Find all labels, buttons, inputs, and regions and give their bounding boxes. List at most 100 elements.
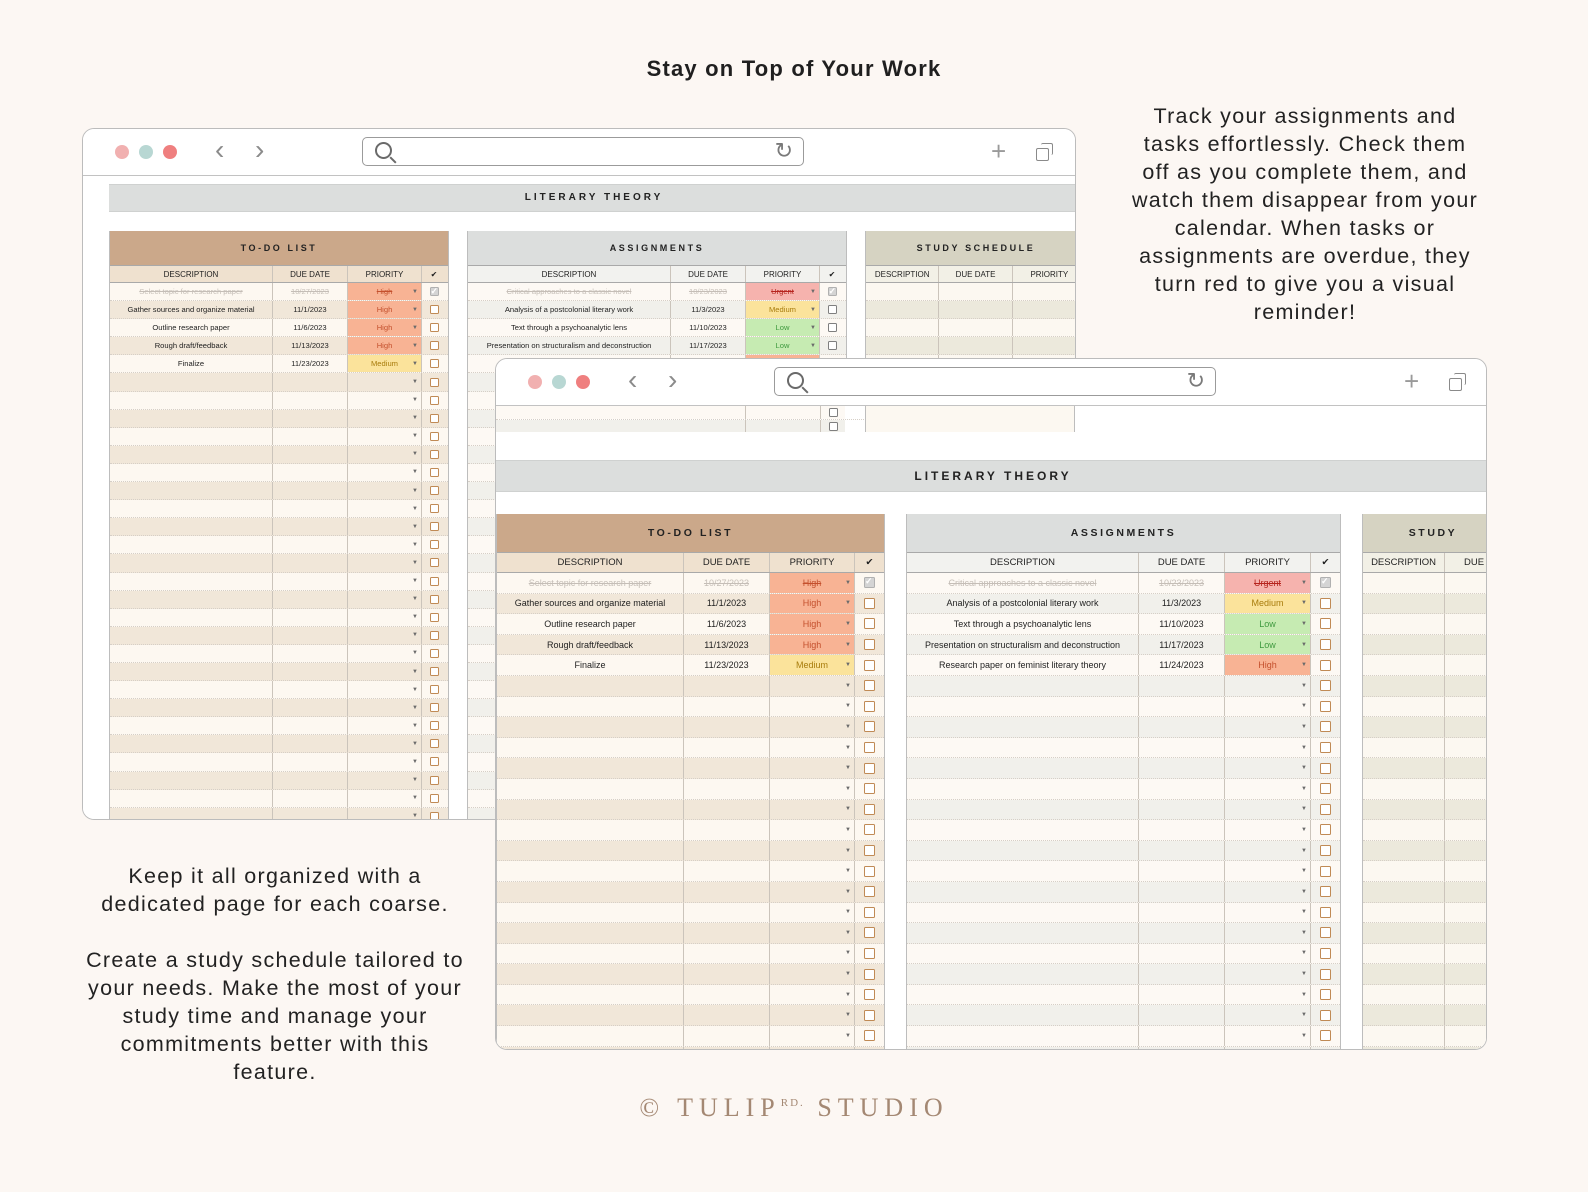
done-checkbox[interactable] [864,1030,875,1042]
done-checkbox[interactable] [429,323,439,333]
priority-dropdown[interactable]: ▼ [348,427,422,445]
due-date-cell[interactable] [273,608,348,626]
description-cell[interactable] [1363,717,1446,737]
description-cell[interactable] [497,943,684,964]
due-date-cell[interactable] [684,1026,770,1046]
description-cell[interactable] [110,391,273,409]
due-date-cell[interactable] [1139,799,1225,820]
due-date-cell[interactable] [1445,779,1486,799]
due-date-cell[interactable]: 10/27/2023 [273,283,348,301]
description-cell[interactable] [497,984,684,1005]
priority-dropdown[interactable]: ▼ [1225,861,1311,881]
due-date-cell[interactable] [273,626,348,644]
priority-dropdown[interactable]: ▼ [1225,675,1311,696]
done-checkbox[interactable] [827,323,837,333]
done-checkbox[interactable] [429,395,439,405]
priority-dropdown[interactable]: High ▼ [770,634,855,655]
description-cell[interactable] [1363,840,1446,861]
done-checkbox[interactable] [827,341,837,351]
priority-dropdown[interactable]: ▼ [348,500,422,518]
due-date-cell[interactable] [684,737,770,758]
due-date-cell[interactable] [1139,758,1225,778]
priority-dropdown[interactable]: ▼ [348,644,422,662]
description-cell[interactable] [497,881,684,902]
done-checkbox[interactable] [429,811,439,819]
done-checkbox[interactable] [864,824,875,836]
description-cell[interactable] [1363,1046,1446,1049]
done-checkbox[interactable] [429,504,439,514]
done-checkbox[interactable] [1320,659,1331,671]
description-cell[interactable] [1363,573,1446,593]
done-checkbox[interactable] [1320,1009,1331,1021]
chevron-left-icon[interactable]: ‹ [628,364,638,395]
due-date-cell[interactable] [1139,840,1225,861]
description-cell[interactable]: Analysis of a postcolonial literary work [468,301,671,319]
description-cell[interactable]: Select topic for research paper [110,283,273,301]
due-date-cell[interactable] [939,301,1013,319]
done-checkbox[interactable] [828,408,838,417]
priority-dropdown[interactable]: ▼ [770,1026,855,1046]
description-cell[interactable] [110,554,273,572]
priority-dropdown[interactable]: ▼ [348,391,422,409]
due-date-cell[interactable] [273,699,348,717]
description-cell[interactable]: Critical approaches to a classic novel [907,573,1139,593]
done-checkbox[interactable] [429,594,439,604]
priority-dropdown[interactable]: ▼ [348,463,422,482]
priority-dropdown[interactable]: ▼ [348,789,422,807]
description-cell[interactable] [1363,1026,1446,1046]
description-cell[interactable]: Rough draft/feedback [497,634,684,655]
description-cell[interactable] [1363,984,1446,1005]
description-cell[interactable] [497,737,684,758]
description-cell[interactable] [497,778,684,799]
done-checkbox[interactable] [1320,597,1331,609]
priority-dropdown[interactable]: ▼ [770,717,855,737]
due-date-cell[interactable] [1139,943,1225,964]
description-cell[interactable] [1363,737,1446,758]
description-cell[interactable] [110,789,273,807]
due-date-cell[interactable] [684,799,770,820]
due-date-cell[interactable] [273,409,348,427]
done-checkbox[interactable] [429,667,439,677]
due-date-cell[interactable] [273,662,348,681]
due-date-cell[interactable] [273,391,348,409]
done-checkbox[interactable] [429,648,439,658]
priority-dropdown[interactable]: Urgent ▼ [746,283,820,301]
priority-dropdown[interactable]: ▼ [348,608,422,626]
description-cell[interactable] [907,881,1139,902]
chevron-right-icon[interactable]: › [668,364,678,395]
description-cell[interactable] [496,406,746,419]
due-date-cell[interactable] [684,964,770,984]
due-date-cell[interactable] [1445,758,1486,778]
description-cell[interactable] [907,964,1139,984]
due-date-cell[interactable] [684,1005,770,1026]
description-cell[interactable] [110,717,273,735]
due-date-cell[interactable]: 11/17/2023 [671,337,746,355]
due-date-cell[interactable]: 10/23/2023 [1139,573,1225,593]
description-cell[interactable]: Gather sources and organize material [110,301,273,319]
done-checkbox[interactable] [429,685,439,695]
done-checkbox[interactable] [429,431,439,441]
priority-dropdown[interactable]: ▼ [348,554,422,572]
done-checkbox[interactable] [1320,618,1331,630]
due-date-cell[interactable] [1139,1005,1225,1026]
window-zoom-dot[interactable] [576,375,590,389]
done-checkbox[interactable] [429,486,439,496]
description-cell[interactable] [110,590,273,608]
description-cell[interactable] [497,964,684,984]
description-cell[interactable] [866,301,940,319]
done-checkbox[interactable] [429,703,439,713]
description-cell[interactable] [497,717,684,737]
description-cell[interactable] [110,753,273,771]
priority-dropdown[interactable]: High ▼ [770,593,855,614]
done-checkbox[interactable] [1320,783,1331,795]
description-cell[interactable] [866,337,940,355]
priority-dropdown[interactable]: ▼ [348,409,422,427]
description-cell[interactable] [907,675,1139,696]
priority-dropdown[interactable]: ▼ [348,445,422,463]
done-checkbox[interactable] [1320,680,1331,692]
description-cell[interactable] [907,778,1139,799]
description-cell[interactable] [907,840,1139,861]
description-cell[interactable] [907,902,1139,923]
done-checkbox[interactable] [429,775,439,785]
done-checkbox[interactable] [864,1009,875,1021]
